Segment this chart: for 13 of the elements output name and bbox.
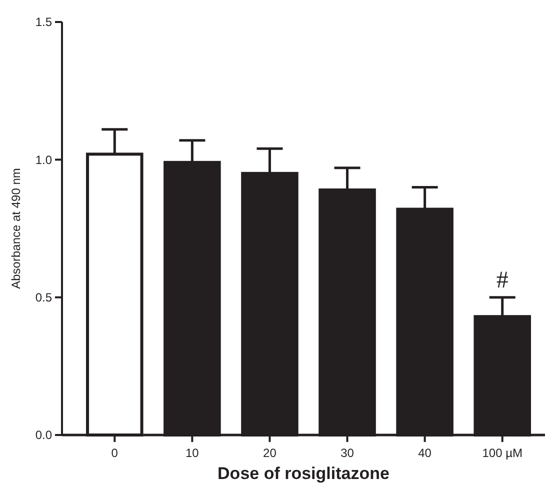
x-tick-label: 30	[340, 446, 354, 460]
y-tick-label: 1.0	[35, 152, 52, 167]
y-tick-label: 0.0	[35, 428, 52, 442]
y-axis-title: Absorbance at 490 nm	[9, 168, 23, 289]
x-tick-label: 100 µM	[482, 446, 522, 460]
y-tick-label: 0.5	[35, 290, 52, 305]
y-tick-label: 1.5	[35, 15, 52, 30]
x-tick-label: 0	[111, 446, 118, 460]
x-axis-title: Dose of rosiglitazone	[218, 464, 390, 483]
x-tick-label: 20	[263, 446, 277, 460]
x-tick-label: 40	[418, 446, 432, 460]
x-tick-label: 10	[186, 446, 200, 460]
annotation: #	[496, 267, 508, 294]
